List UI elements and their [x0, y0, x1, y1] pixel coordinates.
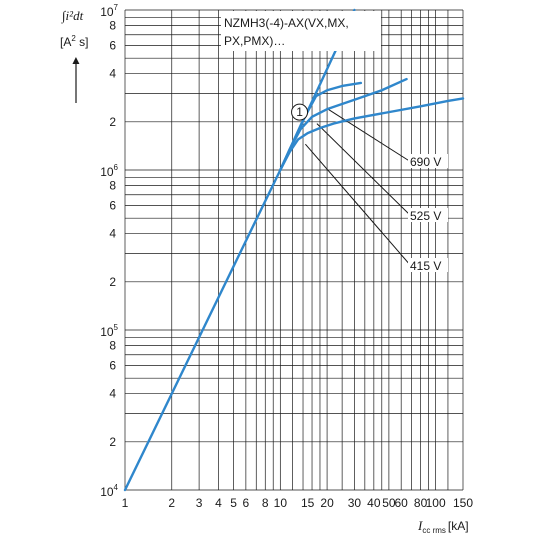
- x-tick-label: 4: [215, 496, 222, 510]
- series-label-backdrop: [408, 208, 448, 222]
- annotation-backdrop: [221, 11, 381, 51]
- x-tick-label: 2: [168, 496, 175, 510]
- y-tick-label: 4: [109, 67, 116, 81]
- x-tick-label: 1: [122, 496, 129, 510]
- device-annotation-line2: PX,PMX)…: [224, 34, 285, 48]
- leader-525v: [316, 123, 412, 217]
- x-tick-label: 30: [348, 496, 362, 510]
- x-tick-label: 100: [426, 496, 446, 510]
- curve-marker-label: 1: [296, 105, 303, 119]
- y-tick-label: 106: [100, 163, 118, 179]
- x-tick-label: 5: [230, 496, 237, 510]
- chart-curves: [123, 8, 465, 492]
- x-axis-label: Icc rms [kA]: [417, 518, 469, 535]
- y-tick-label: 4: [109, 227, 116, 241]
- x-tick-label: 80: [414, 496, 428, 510]
- x-tick-label: 10: [274, 496, 288, 510]
- y-tick-label: 105: [100, 323, 118, 339]
- curve-525v: [279, 77, 408, 172]
- y-tick-label: 6: [109, 198, 116, 212]
- x-tick-label: 3: [196, 496, 203, 510]
- y-tick-label: 6: [109, 358, 116, 372]
- y-axis-symbol: ∫i²dt: [61, 8, 84, 24]
- y-tick-label: 8: [109, 179, 116, 193]
- y-tick-label: 2: [109, 115, 116, 129]
- x-tick-label: 50: [382, 496, 396, 510]
- y-tick-label: 107: [100, 3, 118, 19]
- series-leader-lines: 690 V 525 V 415 V: [305, 108, 448, 273]
- x-tick-label: 150: [453, 496, 473, 510]
- curve-marker-circle: [291, 103, 309, 121]
- leader-415v: [305, 143, 412, 267]
- leader-690v: [326, 108, 412, 163]
- y-tick-label: 2: [109, 435, 116, 449]
- x-tick-label: 8: [262, 496, 269, 510]
- series-label-690v: 690 V: [410, 155, 441, 169]
- x-tick-label: 15: [301, 496, 315, 510]
- y-tick-label: 8: [109, 19, 116, 33]
- x-tick-label: 60: [395, 496, 409, 510]
- x-tick-label: 40: [367, 496, 381, 510]
- series-label-backdrop: [408, 154, 448, 168]
- y-tick-label: 2: [109, 275, 116, 289]
- y-tick-label: 6: [109, 38, 116, 52]
- series-label-backdrop: [408, 258, 448, 272]
- chart-annotations: NZMH3(-4)-AX(VX,MX, PX,PMX)… 1: [221, 11, 381, 121]
- x-tick-label: 6: [243, 496, 250, 510]
- series-label-415v: 415 V: [410, 259, 441, 273]
- axis-labels: ∫i²dt [A2 s] ▲ Icc rms [kA]: [60, 8, 469, 535]
- y-tick-label: 4: [109, 387, 116, 401]
- series-label-525v: 525 V: [410, 209, 441, 223]
- chart-grid: [124, 9, 464, 491]
- y-tick-label: 104: [100, 483, 118, 499]
- curve-415v: [279, 97, 465, 172]
- y-axis-arrow-icon: ▲: [70, 53, 82, 67]
- y-tick-label: 8: [109, 339, 116, 353]
- y-axis-unit: [A2 s]: [60, 34, 88, 49]
- x-tick-label: 20: [320, 496, 334, 510]
- device-annotation-line1: NZMH3(-4)-AX(VX,MX,: [224, 16, 349, 30]
